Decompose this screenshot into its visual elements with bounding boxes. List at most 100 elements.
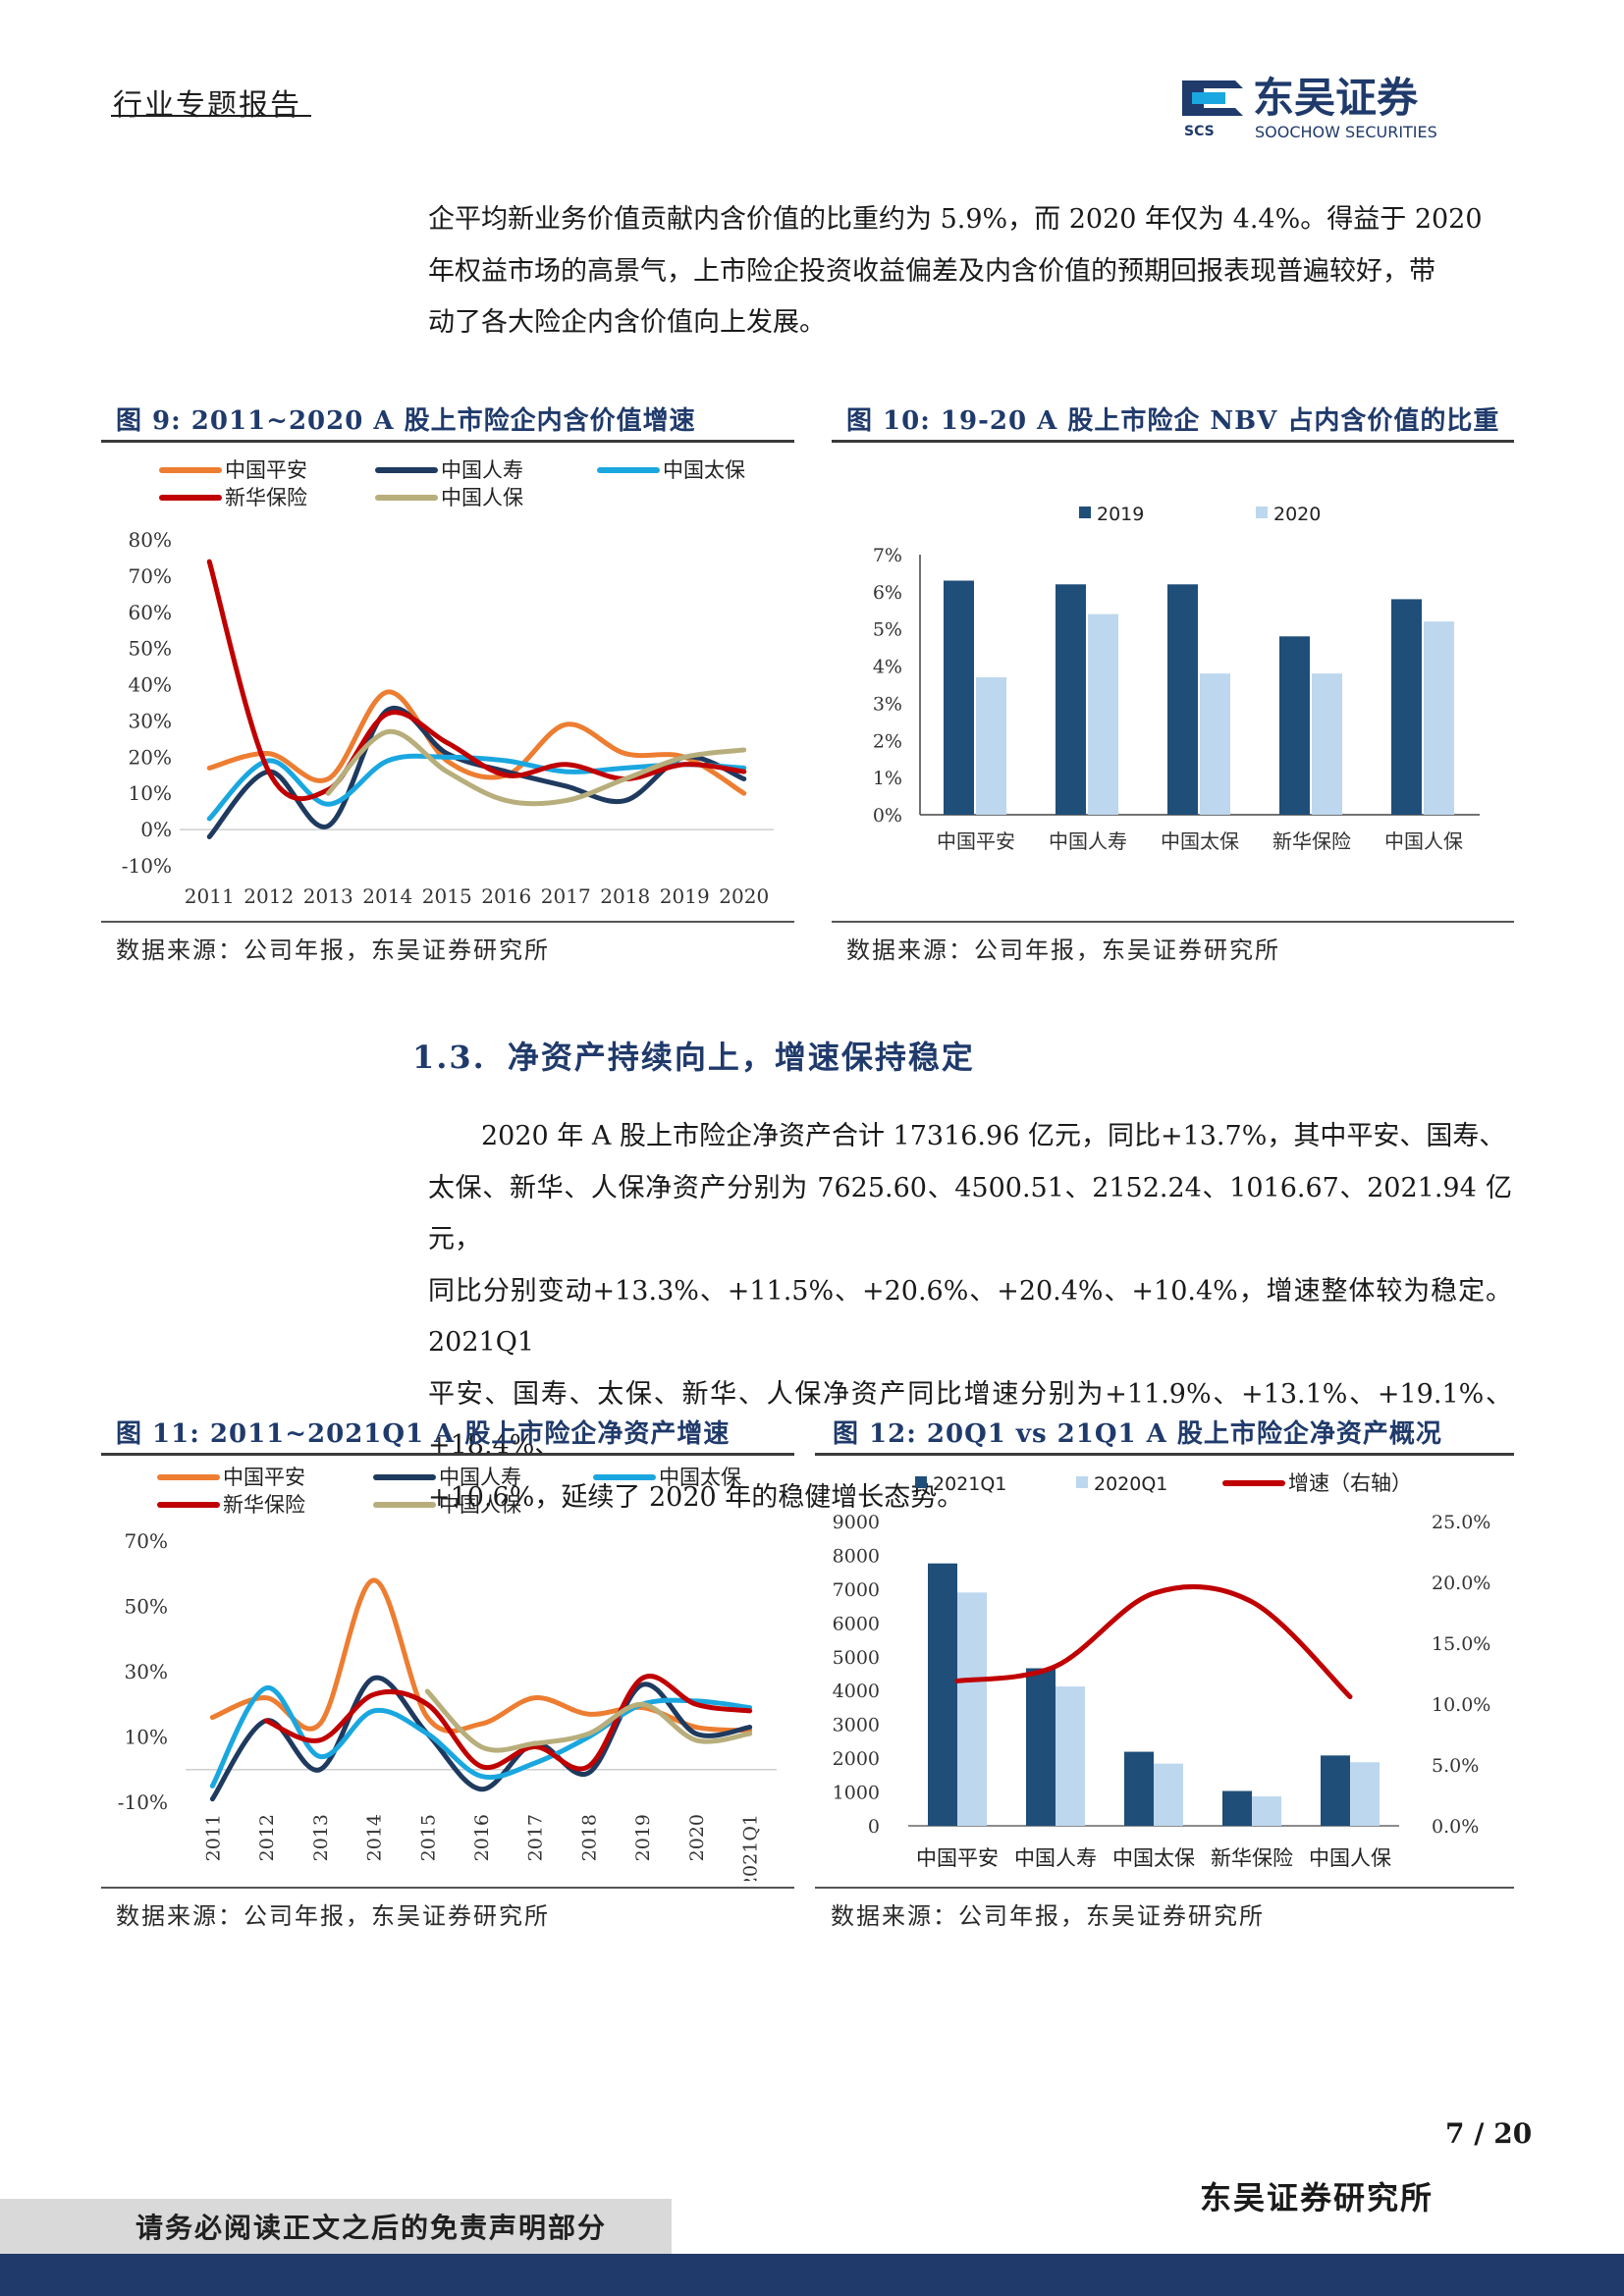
fig11-bottom-rule xyxy=(101,1887,794,1889)
logo-mark-text: SCS xyxy=(1184,124,1215,139)
y-tick-label: 60% xyxy=(129,601,172,624)
section-number: 1.3. xyxy=(412,1039,486,1076)
header-underline xyxy=(111,115,311,117)
x-tick-label: 2016 xyxy=(481,884,531,908)
bar xyxy=(1026,1668,1056,1826)
bar xyxy=(1252,1796,1281,1826)
y2-tick-label: 10.0% xyxy=(1432,1694,1490,1716)
y-tick-label: 50% xyxy=(129,637,172,661)
fig10-top-rule xyxy=(832,440,1514,443)
x-tick-label: 新华保险 xyxy=(1272,829,1351,853)
x-tick-label: 中国人寿 xyxy=(1014,1846,1097,1870)
disclaimer-text: 请务必阅读正文之后的免责声明部分 xyxy=(135,2212,608,2244)
legend-label: 中国人寿 xyxy=(439,1466,521,1489)
legend-label: 中国人保 xyxy=(441,486,523,509)
legend-swatch-box xyxy=(915,1476,927,1488)
y-tick-label: 7% xyxy=(873,545,902,566)
legend-label: 中国人寿 xyxy=(441,458,523,482)
x-tick-label: 2020 xyxy=(686,1814,708,1861)
fig9-bottom-rule xyxy=(101,921,794,923)
y-tick-label: 80% xyxy=(129,528,172,552)
y-tick-label: -10% xyxy=(122,854,172,878)
logo-sub-text: SOOCHOW SECURITIES xyxy=(1255,123,1437,141)
x-tick-label: 中国人保 xyxy=(1309,1846,1391,1870)
bottom-color-band xyxy=(0,2254,1624,2296)
y-tick-label: 0 xyxy=(868,1816,880,1838)
y-tick-label: 4% xyxy=(873,657,902,678)
series-line xyxy=(206,689,747,796)
series-line xyxy=(424,1688,753,1753)
y-tick-label: -10% xyxy=(118,1790,168,1814)
y-tick-label: 0% xyxy=(873,805,902,827)
series-line xyxy=(209,1675,753,1802)
section-line: 太保、新华、人保净资产分别为 7625.60、4500.51、2152.24、1… xyxy=(428,1172,1512,1255)
legend-label: 2020Q1 xyxy=(1094,1473,1167,1495)
x-tick-label: 2020 xyxy=(719,884,769,908)
bar xyxy=(1124,1751,1154,1826)
x-tick-label: 2017 xyxy=(541,884,591,908)
x-tick-label: 2012 xyxy=(256,1814,278,1861)
section-title: 净资产持续向上，增速保持稳定 xyxy=(507,1039,975,1076)
x-tick-label: 2021Q1 xyxy=(740,1814,762,1881)
legend-label: 中国平安 xyxy=(225,458,307,482)
fig10-svg: 2019 2020 7% 6% 5% 4% 3% 2% 1% 0% 中国平安 中国人寿 中国太保 新华保险… xyxy=(873,504,1480,853)
series-line xyxy=(954,1583,1353,1700)
legend-label: 增速（右轴） xyxy=(1288,1471,1412,1495)
x-tick-label: 中国平安 xyxy=(937,829,1015,853)
fig11-title: 图 11: 2011~2021Q1 A 股上市险企净资产增速 xyxy=(116,1419,731,1449)
y-tick-label: 10% xyxy=(129,781,172,805)
footer-institute: 东吴证券研究所 xyxy=(1200,2179,1435,2216)
x-tick-label: 中国平安 xyxy=(916,1846,999,1870)
x-tick-label: 2015 xyxy=(422,884,472,908)
x-tick-label: 2011 xyxy=(202,1814,224,1861)
intro-line: 动了各大险企内含价值向上发展。 xyxy=(428,307,826,338)
legend-label: 中国人保 xyxy=(439,1493,521,1517)
bar xyxy=(1167,584,1198,815)
legend-label: 中国太保 xyxy=(663,458,745,482)
fig10-title: 图 10: 19-20 A 股上市险企 NBV 占内含价值的比重 xyxy=(846,406,1500,436)
fig11-line-chart: 中国平安 中国人寿 中国太保 新华保险 中国人保 70% 50% 30% 10% -10% 2011… xyxy=(101,1461,794,1881)
disclaimer-bar: 请务必阅读正文之后的免责声明部分 xyxy=(0,2199,672,2254)
x-tick-label: 2013 xyxy=(310,1814,332,1861)
series-line xyxy=(206,559,747,802)
bar xyxy=(1154,1763,1183,1826)
x-tick-label: 中国人寿 xyxy=(1049,829,1127,853)
fig12-source: 数据来源：公司年报，东吴证券研究所 xyxy=(831,1902,1265,1930)
x-tick-label: 2015 xyxy=(417,1814,439,1861)
fig12-svg: 2021Q1 2020Q1 增速（右轴） 9000 8000 7000 6000 5000 40… xyxy=(833,1471,1491,1870)
y-tick-label: 30% xyxy=(125,1660,168,1683)
y-tick-label: 9000 xyxy=(833,1512,880,1533)
bar xyxy=(1321,1755,1350,1826)
x-tick-label: 2014 xyxy=(362,884,412,908)
bar xyxy=(1222,1790,1252,1826)
fig9-line-chart: 中国平安 中国人寿 中国太保 新华保险 中国人保 80% 70% 60% 50% 40% 30% 20… xyxy=(101,450,794,911)
x-tick-label: 2014 xyxy=(364,1814,386,1861)
bar xyxy=(928,1563,957,1826)
bar xyxy=(944,580,974,815)
x-tick-label: 2018 xyxy=(578,1814,600,1861)
y-tick-label: 0% xyxy=(140,818,172,841)
y-tick-label: 70% xyxy=(129,564,172,588)
fig10-bar-chart: 2019 2020 7% 6% 5% 4% 3% 2% 1% 0% 中国平安 中国人寿 中国太保 新华保险… xyxy=(832,450,1514,911)
y-tick-label: 5% xyxy=(873,619,902,641)
intro-paragraph: 企平均新业务价值贡献内含价值的比重约为 5.9%，而 2020 年仅为 4.4%… xyxy=(428,194,1512,349)
y-tick-label: 3000 xyxy=(833,1715,880,1736)
bar xyxy=(1391,599,1422,815)
y-tick-label: 2% xyxy=(873,730,902,752)
y-tick-label: 70% xyxy=(125,1529,168,1553)
section-line: +10.6%，延续了 2020 年的稳健增长态势。 xyxy=(428,1481,964,1513)
legend-swatch-box xyxy=(1079,507,1091,518)
x-tick-label: 2013 xyxy=(303,884,353,908)
y-tick-label: 10% xyxy=(125,1726,168,1749)
y-tick-label: 1000 xyxy=(833,1783,880,1804)
y2-tick-label: 25.0% xyxy=(1432,1512,1490,1533)
section-line: 平安、国寿、太保、新华、人保净资产同比增速分别为+11.9%、+13.1%、+1… xyxy=(428,1378,1512,1462)
y-tick-label: 8000 xyxy=(833,1545,880,1567)
legend-label: 中国平安 xyxy=(223,1466,305,1489)
y-tick-label: 1% xyxy=(873,768,902,789)
fig11-source: 数据来源：公司年报，东吴证券研究所 xyxy=(116,1902,550,1930)
bar xyxy=(1200,673,1230,815)
bar xyxy=(1312,673,1342,815)
intro-line: 企平均新业务价值贡献内含价值的比重约为 5.9%，而 2020 年仅为 4.4%… xyxy=(428,204,1483,235)
